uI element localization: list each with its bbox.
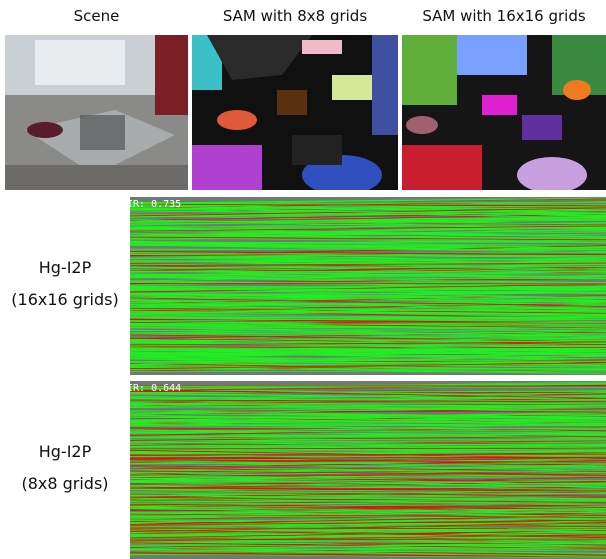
column-title: Scene <box>5 7 188 25</box>
column-title: SAM with 8x8 grids <box>192 7 398 25</box>
inlier-ratio: IR: 0.644 <box>130 383 181 394</box>
method-label: Hg-I2P <box>0 442 130 461</box>
scene-image <box>5 35 188 190</box>
column-title: SAM with 16x16 grids <box>402 7 606 25</box>
inlier-ratio: IR: 0.735 <box>130 199 181 210</box>
match-line <box>130 282 606 283</box>
match-panel: IR: 0.644 <box>130 381 606 559</box>
sam-8x8-image <box>192 35 398 190</box>
sam-16x16-image <box>402 35 606 190</box>
figure: Scene SAM with 8x8 grids SAM with 16x16 … <box>0 0 606 559</box>
method-label: Hg-I2P <box>0 258 130 277</box>
match-panel: IR: 0.735 <box>130 197 606 375</box>
setting-label: (16x16 grids) <box>0 290 130 309</box>
setting-label: (8x8 grids) <box>0 474 130 493</box>
